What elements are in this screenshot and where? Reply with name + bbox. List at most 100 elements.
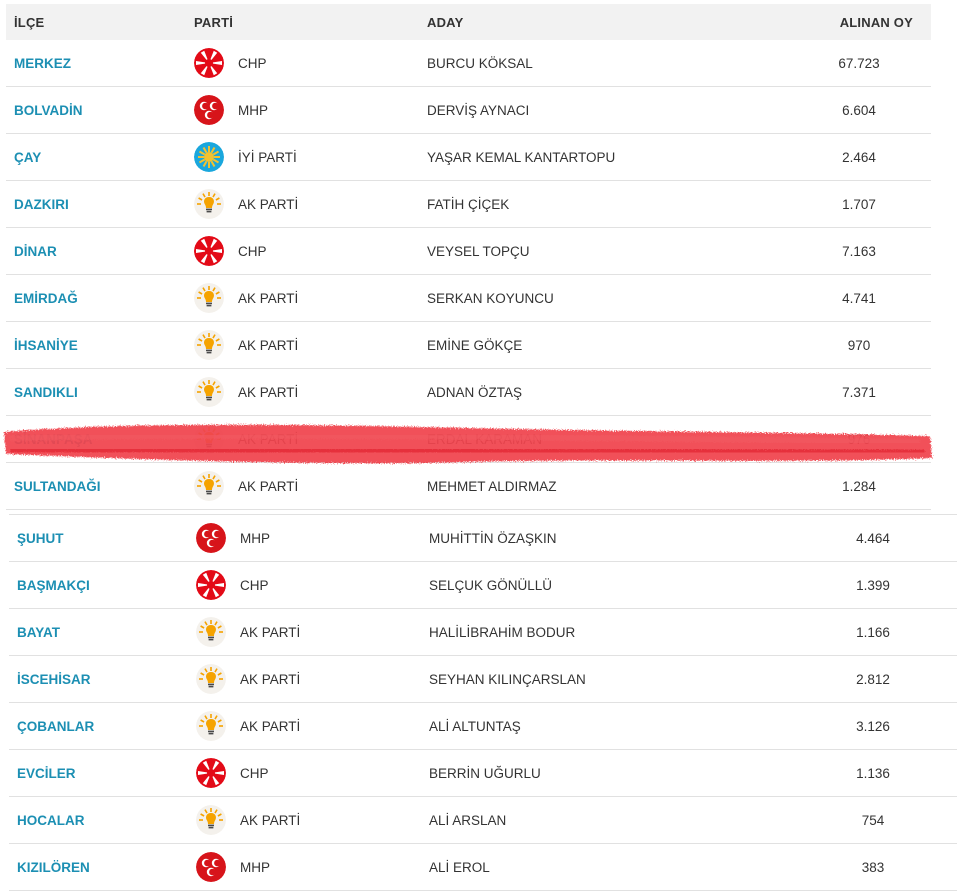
party-name: AK PARTİ xyxy=(240,718,301,734)
party-name: AK PARTİ xyxy=(238,337,299,353)
district-link[interactable]: BAYAT xyxy=(17,624,61,640)
district-link[interactable]: SİNANPAŞA xyxy=(14,431,93,447)
table-row: ŞUHUT MHP MUHİTTİN ÖZAŞKIN 4.464 xyxy=(9,515,957,562)
district-link[interactable]: ŞUHUT xyxy=(17,530,64,546)
ak-parti-logo-icon xyxy=(196,805,226,835)
ak-parti-logo-icon xyxy=(194,330,224,360)
vote-count: 67.723 xyxy=(838,55,880,71)
district-link[interactable]: BAŞMAKÇI xyxy=(17,577,90,593)
ak-parti-logo-icon xyxy=(194,189,224,219)
table-row: KIZILÖREN MHP ALİ EROL 383 xyxy=(9,844,957,891)
vote-count: 1.136 xyxy=(856,765,890,781)
vote-count: 976 xyxy=(847,431,871,447)
table-row: SİNANPAŞA AK PARTİ ERDAL KARAMAN 976 xyxy=(6,416,931,463)
party-name: AK PARTİ xyxy=(240,812,301,828)
party-name: AK PARTİ xyxy=(238,431,299,447)
table-row: SANDIKLI AK PARTİ ADNAN ÖZTAŞ 7.371 xyxy=(6,369,931,416)
table-row: DİNAR CHP VEYSEL TOPÇU 7.163 xyxy=(6,228,931,275)
candidate-name: ALİ ARSLAN xyxy=(429,812,507,828)
district-link[interactable]: ÇOBANLAR xyxy=(17,718,95,734)
candidate-name: BURCU KÖKSAL xyxy=(427,55,533,71)
party-cell: İYİ PARTİ xyxy=(194,142,421,172)
vote-count: 4.741 xyxy=(842,290,876,306)
candidate-name: FATİH ÇİÇEK xyxy=(427,196,510,212)
party-name: AK PARTİ xyxy=(238,290,299,306)
district-link[interactable]: BOLVADİN xyxy=(14,102,83,118)
chp-logo-icon xyxy=(194,48,224,78)
vote-count: 3.126 xyxy=(856,718,890,734)
party-name: AK PARTİ xyxy=(238,384,299,400)
vote-count: 1.166 xyxy=(856,624,890,640)
ak-parti-logo-icon xyxy=(196,711,226,741)
party-cell: AK PARTİ xyxy=(194,471,421,501)
candidate-name: VEYSEL TOPÇU xyxy=(427,243,530,259)
party-cell: CHP xyxy=(194,236,421,266)
candidate-name: SERKAN KOYUNCU xyxy=(427,290,554,306)
table-row: SULTANDAĞI AK PARTİ MEHMET ALDIRMAZ 1.28… xyxy=(6,463,931,510)
party-name: CHP xyxy=(238,55,267,71)
district-link[interactable]: HOCALAR xyxy=(17,812,85,828)
table-row: MERKEZ CHP BURCU KÖKSAL 67.723 xyxy=(6,40,931,87)
table-row: HOCALAR AK PARTİ ALİ ARSLAN 754 xyxy=(9,797,957,844)
party-cell: AK PARTİ xyxy=(194,424,421,454)
table-row: BOLVADİN MHP DERVİŞ AYNACI 6.604 xyxy=(6,87,931,134)
vote-count: 6.604 xyxy=(842,102,876,118)
party-name: CHP xyxy=(238,243,267,259)
vote-count: 7.163 xyxy=(842,243,876,259)
candidate-name: YAŞAR KEMAL KANTARTOPU xyxy=(427,149,616,165)
table-header: İLÇE PARTİ ADAY ALINAN OY xyxy=(6,4,931,40)
district-link[interactable]: SULTANDAĞI xyxy=(14,478,101,494)
party-name: MHP xyxy=(240,859,270,875)
district-link[interactable]: KIZILÖREN xyxy=(17,859,90,875)
chp-logo-icon xyxy=(196,570,226,600)
district-link[interactable]: SANDIKLI xyxy=(14,384,78,400)
party-name: AK PARTİ xyxy=(240,671,301,687)
vote-count: 2.812 xyxy=(856,671,890,687)
party-cell: AK PARTİ xyxy=(196,617,423,647)
ak-parti-logo-icon xyxy=(194,377,224,407)
candidate-name: SEYHAN KILINÇARSLAN xyxy=(429,671,586,687)
vote-count: 1.399 xyxy=(856,577,890,593)
party-cell: AK PARTİ xyxy=(194,189,421,219)
vote-count: 383 xyxy=(861,859,885,875)
header-ilce: İLÇE xyxy=(14,14,45,30)
district-link[interactable]: DAZKIRI xyxy=(14,196,69,212)
vote-count: 1.707 xyxy=(842,196,876,212)
table-row: İHSANİYE AK PARTİ EMİNE GÖKÇE 970 xyxy=(6,322,931,369)
candidate-name: ERDAL KARAMAN xyxy=(427,431,543,447)
party-cell: AK PARTİ xyxy=(194,330,421,360)
chp-logo-icon xyxy=(196,758,226,788)
district-link[interactable]: DİNAR xyxy=(14,243,57,259)
header-aday: ADAY xyxy=(427,14,464,30)
party-name: CHP xyxy=(240,765,269,781)
candidate-name: HALİLİBRAHİM BODUR xyxy=(429,624,576,640)
table-row: ÇOBANLAR AK PARTİ ALİ ALTUNTAŞ 3.126 xyxy=(9,703,957,750)
ak-parti-logo-icon xyxy=(196,617,226,647)
mhp-logo-icon xyxy=(194,95,224,125)
district-link[interactable]: ÇAY xyxy=(14,149,42,165)
district-link[interactable]: EVCİLER xyxy=(17,765,76,781)
party-cell: AK PARTİ xyxy=(196,711,423,741)
party-name: AK PARTİ xyxy=(240,624,301,640)
party-cell: MHP xyxy=(196,852,423,882)
table-row: BAŞMAKÇI CHP SELÇUK GÖNÜLLÜ 1.399 xyxy=(9,562,957,609)
ak-parti-logo-icon xyxy=(196,664,226,694)
results-table-bottom: ŞUHUT MHP MUHİTTİN ÖZAŞKIN 4.464 BAŞMAKÇ… xyxy=(9,514,957,891)
iyi-parti-logo-icon xyxy=(194,142,224,172)
ak-parti-logo-icon xyxy=(194,283,224,313)
district-link[interactable]: MERKEZ xyxy=(14,55,71,71)
table-row: ÇAY İYİ PARTİ YAŞAR KEMAL KANTARTOPU 2.4… xyxy=(6,134,931,181)
chp-logo-icon xyxy=(194,236,224,266)
table-row: BAYAT AK PARTİ HALİLİBRAHİM BODUR 1.166 xyxy=(9,609,957,656)
party-name: MHP xyxy=(238,102,268,118)
district-link[interactable]: İSCEHİSAR xyxy=(17,671,91,687)
header-parti: PARTİ xyxy=(194,14,234,30)
table-row: EVCİLER CHP BERRİN UĞURLU 1.136 xyxy=(9,750,957,797)
candidate-name: ADNAN ÖZTAŞ xyxy=(427,384,523,400)
results-table-top: İLÇE PARTİ ADAY ALINAN OY MERKEZ CHP BUR… xyxy=(6,4,931,510)
table-row: İSCEHİSAR AK PARTİ SEYHAN KILINÇARSLAN 2… xyxy=(9,656,957,703)
district-link[interactable]: EMİRDAĞ xyxy=(14,290,78,306)
candidate-name: MEHMET ALDIRMAZ xyxy=(427,478,557,494)
party-cell: MHP xyxy=(194,95,421,125)
district-link[interactable]: İHSANİYE xyxy=(14,337,78,353)
